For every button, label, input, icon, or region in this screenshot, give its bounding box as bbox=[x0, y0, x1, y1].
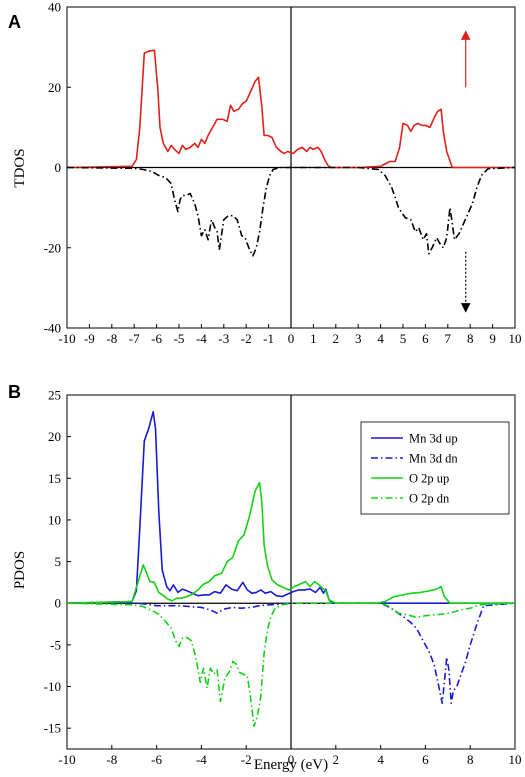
legend-label: O 2p dn bbox=[409, 492, 450, 506]
x-tick-label: -6 bbox=[151, 331, 162, 346]
series-line-o-2p-dn bbox=[66, 602, 516, 728]
y-tick-label: -5 bbox=[50, 637, 61, 652]
x-tick-label: 6 bbox=[422, 331, 429, 346]
x-tick-label: 4 bbox=[377, 331, 384, 346]
legend-label: Mn 3d dn bbox=[409, 452, 458, 466]
legend: Mn 3d up Mn 3d dn O 2p up O 2p dn bbox=[360, 421, 510, 515]
x-tick-label: 5 bbox=[400, 331, 407, 346]
y-tick-label: 15 bbox=[48, 471, 61, 486]
x-tick-label: 3 bbox=[355, 331, 362, 346]
panel-b-y-ticks: -15 -10 -5 0 5 10 15 20 25 bbox=[44, 388, 71, 736]
panel-a-letter: A bbox=[8, 12, 21, 32]
x-tick-label: -6 bbox=[151, 752, 162, 767]
x-tick-label: -2 bbox=[241, 331, 252, 346]
y-tick-label: 10 bbox=[48, 512, 61, 527]
x-tick-label: -5 bbox=[174, 331, 185, 346]
panel-a-ylabel: TDOS bbox=[12, 148, 28, 187]
x-tick-label: -4 bbox=[196, 752, 207, 767]
series-line-spin-up bbox=[66, 49, 515, 169]
x-tick-label: -4 bbox=[196, 331, 207, 346]
series-line-spin-down bbox=[66, 166, 516, 257]
y-tick-label: -20 bbox=[44, 240, 61, 255]
x-tick-label: 4 bbox=[377, 752, 384, 767]
x-tick-label: 9 bbox=[489, 331, 496, 346]
panel-a-tdos-chart: A TDOS -10 -9 -8 -7 -6 -5 -4 -3 -2 -1 0 1 2 3 4 5 6 7 8 9 10… bbox=[8, 0, 522, 346]
y-tick-label: 20 bbox=[48, 429, 61, 444]
panel-b-pdos-chart: B PDOS Energy (eV) -10 -8 -6 -4 -2 0 2 4 6 8 10 -1… bbox=[8, 382, 522, 773]
series-line-o-2p-up bbox=[66, 481, 515, 605]
y-tick-label: -10 bbox=[44, 679, 61, 694]
y-tick-label: -40 bbox=[44, 321, 61, 336]
x-tick-label: -8 bbox=[106, 331, 117, 346]
x-tick-label: -10 bbox=[58, 331, 75, 346]
panel-b-series bbox=[66, 410, 516, 728]
x-tick-label: 7 bbox=[445, 331, 452, 346]
x-tick-label: 8 bbox=[467, 752, 474, 767]
y-tick-label: 5 bbox=[55, 554, 62, 569]
y-tick-label: 25 bbox=[48, 388, 61, 403]
y-tick-label: 0 bbox=[55, 160, 62, 175]
series-line-mn-3d-up bbox=[66, 410, 515, 605]
x-tick-label: 6 bbox=[422, 752, 429, 767]
y-tick-label: 0 bbox=[55, 596, 62, 611]
x-tick-label: 2 bbox=[333, 331, 340, 346]
series-line-mn-3d-dn bbox=[67, 602, 516, 705]
y-tick-label: 40 bbox=[48, 0, 61, 15]
legend-label: Mn 3d up bbox=[409, 432, 458, 446]
x-tick-label: 1 bbox=[310, 331, 317, 346]
y-tick-label: -15 bbox=[44, 721, 61, 736]
panel-b-letter: B bbox=[8, 382, 21, 402]
x-tick-label: 2 bbox=[333, 752, 340, 767]
panel-a-x-ticks: -10 -9 -8 -7 -6 -5 -4 -3 -2 -1 0 1 2 3 4 5 6 7 8 9 10 bbox=[58, 324, 522, 346]
panel-a-y-ticks: -40 -20 0 20 40 bbox=[44, 0, 71, 336]
panel-b-x-ticks: -10 -8 -6 -4 -2 0 2 4 6 8 10 bbox=[58, 745, 522, 767]
legend-label: O 2p up bbox=[409, 472, 449, 486]
x-tick-label: 10 bbox=[509, 752, 522, 767]
x-tick-label: -10 bbox=[58, 752, 75, 767]
x-tick-label: 10 bbox=[509, 331, 522, 346]
x-tick-label: 8 bbox=[467, 331, 474, 346]
panel-b-ylabel: PDOS bbox=[12, 551, 28, 589]
y-tick-label: 20 bbox=[48, 80, 61, 95]
x-tick-label: -2 bbox=[241, 752, 252, 767]
x-tick-label: -8 bbox=[106, 752, 117, 767]
x-tick-label: -1 bbox=[263, 331, 274, 346]
panel-b-xlabel: Energy (eV) bbox=[254, 757, 328, 773]
panel-a-series bbox=[66, 49, 516, 257]
x-tick-label: -9 bbox=[84, 331, 95, 346]
x-tick-label: -3 bbox=[218, 331, 229, 346]
x-tick-label: -7 bbox=[129, 331, 140, 346]
x-tick-label: 0 bbox=[288, 752, 295, 767]
x-tick-label: 0 bbox=[288, 331, 295, 346]
